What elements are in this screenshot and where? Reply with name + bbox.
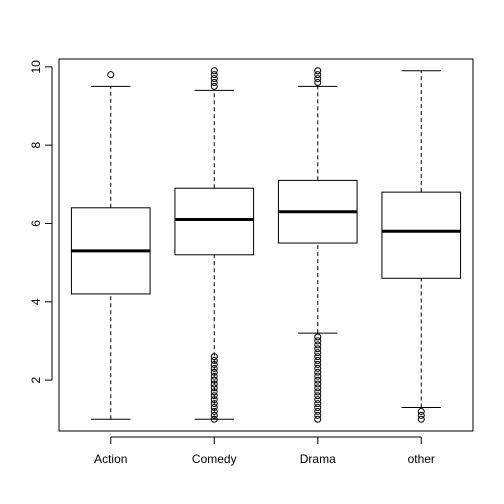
outlier-point xyxy=(314,75,322,83)
y-axis: 2 4 6 8 10 xyxy=(29,60,53,383)
outlier-point xyxy=(314,349,322,357)
outlier-point xyxy=(314,67,322,75)
box-other xyxy=(381,70,462,423)
x-axis: Action Comedy Drama other xyxy=(94,436,435,466)
plot-frame xyxy=(58,58,474,432)
outlier-point xyxy=(210,404,218,412)
outlier-point xyxy=(210,372,218,380)
outlier-point xyxy=(210,392,218,400)
iqr-box xyxy=(174,187,255,256)
outlier-point xyxy=(210,407,218,415)
outlier-point xyxy=(210,78,218,86)
box-drama xyxy=(277,67,358,423)
outlier-point xyxy=(314,360,322,368)
outlier-point xyxy=(210,75,218,83)
outlier-point xyxy=(314,384,322,392)
x-tick-label: Action xyxy=(94,452,127,466)
outlier-point xyxy=(417,415,425,423)
outlier-point xyxy=(210,357,218,365)
x-tick-label: Drama xyxy=(300,452,336,466)
outlier-point xyxy=(314,400,322,408)
outlier-point xyxy=(314,341,322,349)
outlier-point xyxy=(314,337,322,345)
x-tick-label: Comedy xyxy=(192,452,237,466)
outlier-point xyxy=(210,400,218,408)
outlier-point xyxy=(417,411,425,419)
box-comedy xyxy=(174,67,255,423)
box-action xyxy=(70,71,151,420)
outlier-point xyxy=(417,407,425,415)
outlier-point xyxy=(314,345,322,353)
outlier-point xyxy=(314,388,322,396)
outlier-point xyxy=(314,78,322,86)
outlier-point xyxy=(210,368,218,376)
outlier-point xyxy=(314,333,322,341)
y-tick-label: 10 xyxy=(29,60,43,74)
outlier-point xyxy=(210,67,218,75)
outlier-point xyxy=(314,368,322,376)
outlier-point xyxy=(107,71,115,79)
outlier-point xyxy=(314,364,322,372)
outlier-point xyxy=(314,380,322,388)
outlier-point xyxy=(210,353,218,361)
outlier-point xyxy=(314,376,322,384)
y-tick-label: 8 xyxy=(29,141,43,148)
outlier-point xyxy=(210,82,218,90)
outlier-point xyxy=(314,396,322,404)
outlier-point xyxy=(210,396,218,404)
outlier-point xyxy=(210,364,218,372)
outlier-point xyxy=(210,71,218,79)
outlier-point xyxy=(314,404,322,412)
outlier-point xyxy=(314,353,322,361)
outlier-point xyxy=(210,360,218,368)
outlier-point xyxy=(210,384,218,392)
outlier-point xyxy=(314,357,322,365)
y-tick-label: 4 xyxy=(29,298,43,305)
outlier-point xyxy=(210,415,218,423)
outlier-point xyxy=(210,411,218,419)
outlier-point xyxy=(210,380,218,388)
y-tick-label: 6 xyxy=(29,220,43,227)
iqr-box xyxy=(381,191,462,279)
x-tick-label: other xyxy=(408,452,435,466)
outlier-point xyxy=(210,376,218,384)
outlier-point xyxy=(314,411,322,419)
outlier-point xyxy=(314,71,322,79)
outlier-point xyxy=(314,372,322,380)
outlier-point xyxy=(314,415,322,423)
outlier-point xyxy=(210,388,218,396)
box-group xyxy=(70,67,462,423)
outlier-point xyxy=(314,407,322,415)
y-tick-label: 2 xyxy=(29,376,43,383)
outlier-point xyxy=(314,392,322,400)
